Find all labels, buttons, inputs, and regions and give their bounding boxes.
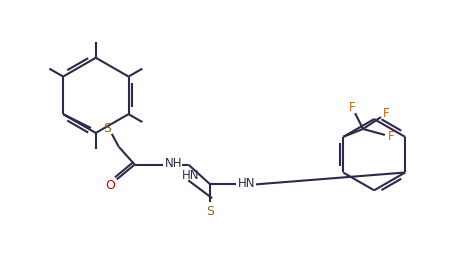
Text: HN: HN <box>181 169 199 182</box>
Text: NH: NH <box>165 157 182 170</box>
Text: F: F <box>349 101 356 114</box>
Text: O: O <box>105 179 115 192</box>
Text: F: F <box>382 107 389 120</box>
Text: F: F <box>388 130 394 144</box>
Text: HN: HN <box>238 177 256 190</box>
Text: S: S <box>103 122 111 135</box>
Text: S: S <box>206 204 214 218</box>
